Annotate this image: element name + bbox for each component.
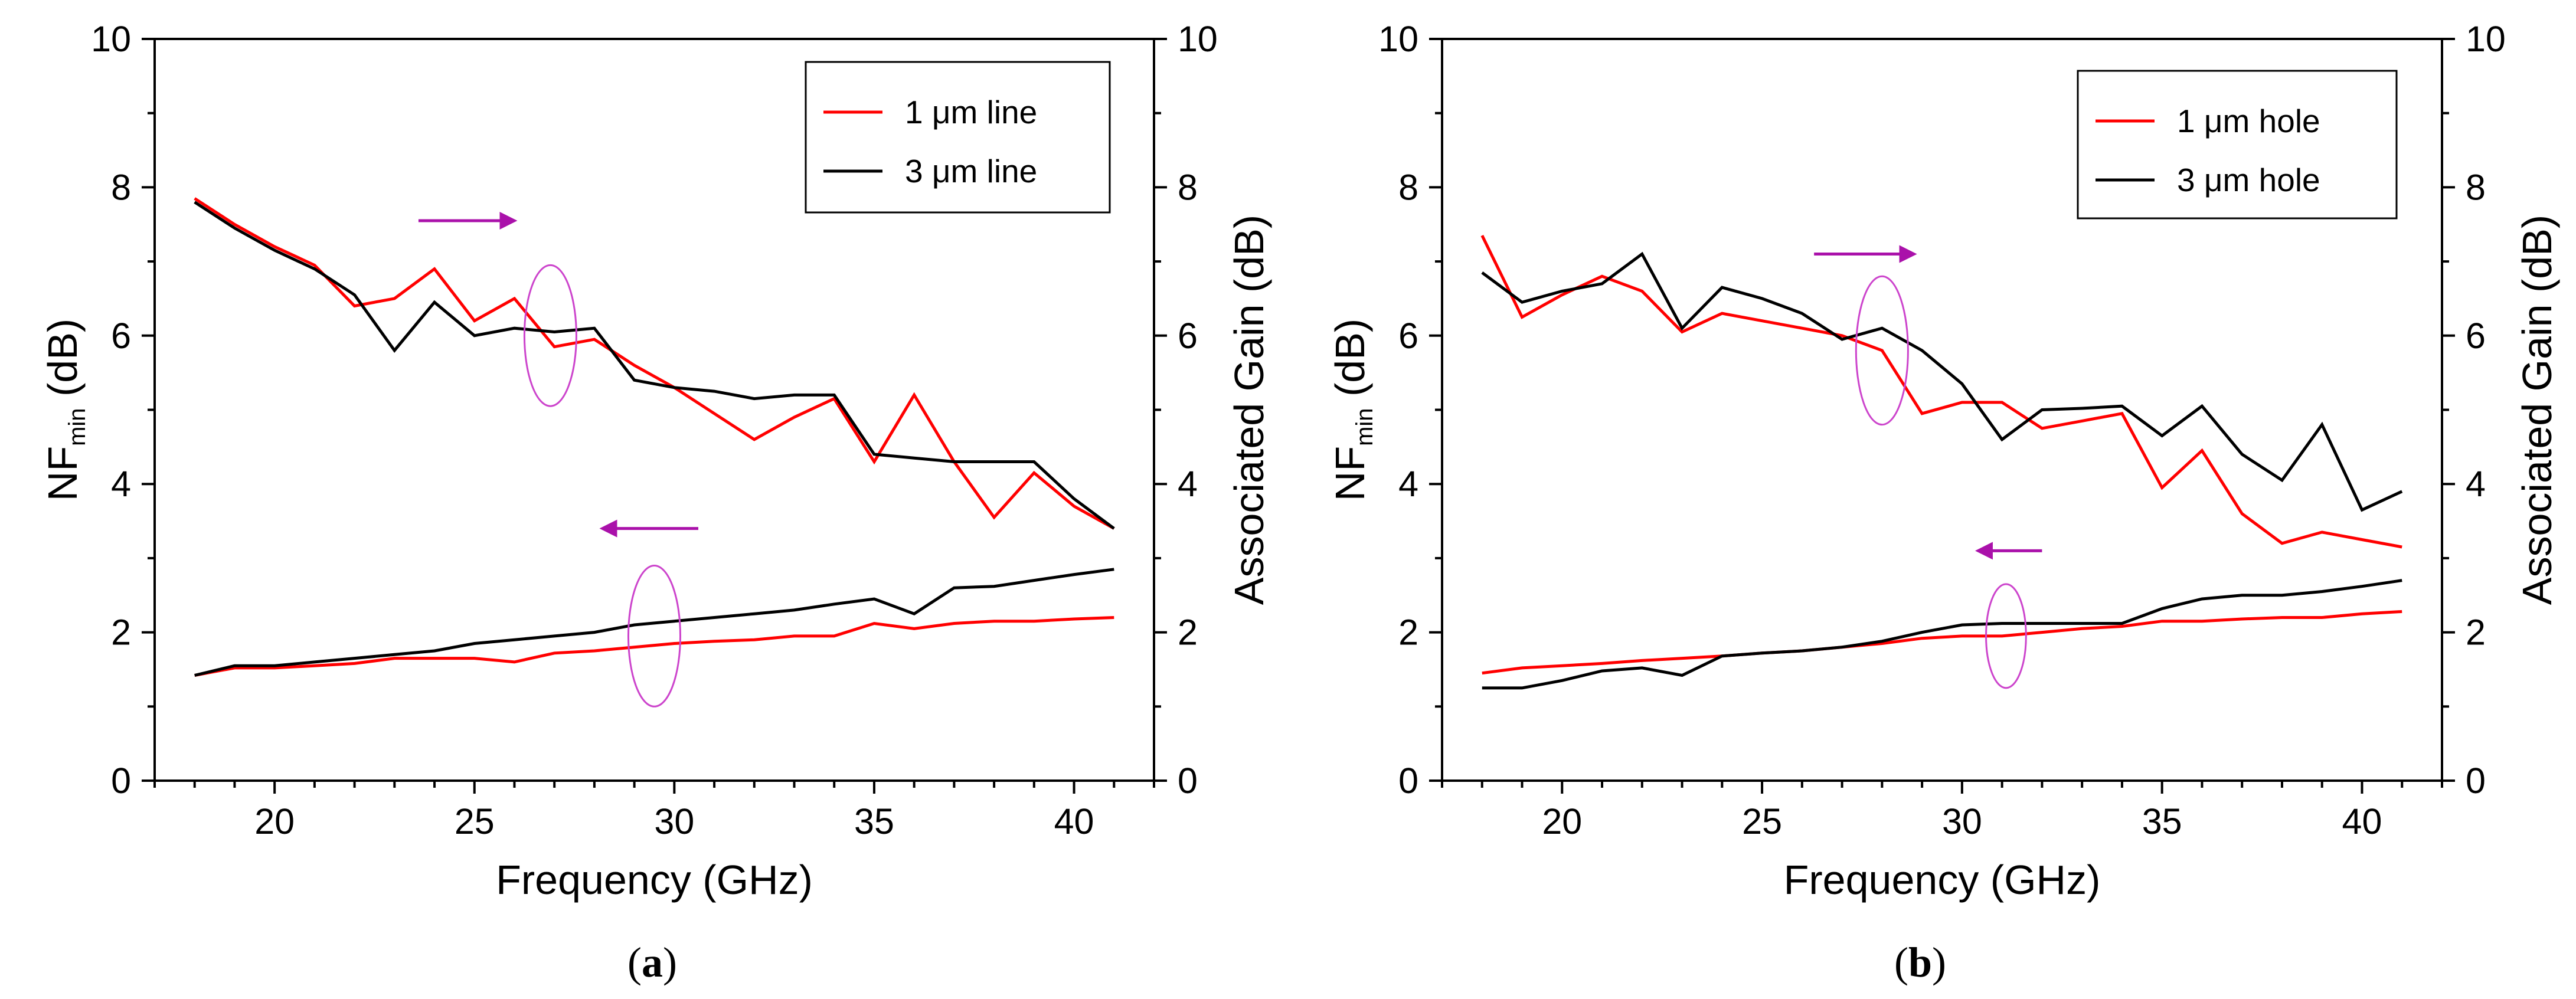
x-tick-label: 20 [1542,801,1582,841]
x-tick-label: 40 [2342,801,2382,841]
y-right-tick-label: 10 [2466,19,2506,59]
y-right-tick-label: 2 [1178,612,1198,653]
x-tick-label: 35 [2142,801,2182,841]
y-right-axis-title: Associated Gain (dB) [1226,215,1272,605]
x-tick-label: 40 [1054,801,1094,841]
y-right-tick-label: 8 [1178,167,1198,207]
x-tick-label: 20 [254,801,295,841]
caption-letter: b [1908,939,1932,986]
y-left-tick-label: 2 [111,612,131,653]
y-left-tick-label: 6 [1398,316,1418,356]
x-tick-label: 30 [654,801,694,841]
y-left-tick-label: 8 [1398,167,1418,207]
x-axis-title: Frequency (GHz) [496,857,813,903]
legend-box [2077,70,2398,220]
caption-letter: a [642,939,663,986]
legend-label: 3 μm hole [2177,162,2320,198]
caption-close-paren: ) [663,939,677,986]
series-line-nf-black [194,568,1114,677]
series-line-nf-red [1482,610,2402,675]
panel-caption: (a) [627,939,677,986]
panel-b: 20 25 30 35 40 0 0 2 2 4 4 6 6 8 8 10 10 Frequency (GHz) N… [1327,19,2560,986]
y-left-tick-label: 10 [1378,19,1418,59]
y-left-title-subscript: min [1352,408,1378,446]
legend-box [805,61,1111,214]
y-left-title-subscript: min [64,408,90,446]
x-tick-label: 35 [854,801,894,841]
x-tick-label: 25 [455,801,495,841]
legend-label: 1 μm hole [2177,103,2320,139]
y-right-tick-label: 4 [2466,464,2486,504]
y-left-title-base: NF [40,446,86,501]
legend-label: 3 μm line [905,153,1037,189]
y-left-tick-label: 4 [111,464,131,504]
series-line-nf-red [194,616,1114,677]
x-tick-label: 25 [1742,801,1782,841]
series-line-gain-red [1480,235,2402,549]
y-right-tick-label: 8 [2466,167,2486,207]
y-left-tick-label: 6 [111,316,131,356]
series-line-nf-black [1482,579,2402,690]
y-right-axis-title: Associated Gain (dB) [2514,215,2560,605]
x-tick-label: 30 [1942,801,1982,841]
y-left-title-base: NF [1327,446,1373,501]
y-right-tick-label: 2 [2466,612,2486,653]
x-axis-title: Frequency (GHz) [1784,857,2101,903]
y-left-axis-title: NFmin (dB) [40,319,90,501]
y-left-tick-label: 4 [1398,464,1418,504]
y-right-tick-label: 0 [1178,761,1198,801]
annotation-ellipse [523,264,577,407]
y-left-title-unit: (dB) [1327,319,1373,408]
caption-close-paren: ) [1932,939,1946,986]
y-left-tick-label: 0 [1398,761,1418,801]
y-right-tick-label: 4 [1178,464,1198,504]
series-line-gain-red [194,197,1115,530]
y-right-tick-label: 6 [2466,316,2486,356]
y-left-tick-label: 8 [111,167,131,207]
y-right-tick-label: 6 [1178,316,1198,356]
y-right-tick-label: 0 [2466,761,2486,801]
legend-label: 1 μm line [905,94,1037,130]
y-right-tick-label: 10 [1178,19,1218,59]
y-left-tick-label: 10 [91,19,131,59]
panel-caption: (b) [1894,939,1946,986]
y-left-tick-label: 0 [111,761,131,801]
series-line-gain-black [1481,251,2403,512]
series-line-gain-black [194,201,1115,530]
caption-open-paren: ( [1894,939,1908,986]
y-left-axis-title: NFmin (dB) [1327,319,1378,501]
y-left-title-unit: (dB) [40,319,86,408]
annotation-ellipse [1985,583,2027,689]
panel-a: 20 25 30 35 40 0 0 2 2 4 4 6 6 8 8 10 10 Frequency (GHz) N… [40,19,1272,986]
annotation-ellipse [1855,275,1909,426]
y-left-tick-label: 2 [1398,612,1418,653]
annotation-ellipse [627,564,682,708]
caption-open-paren: ( [627,939,642,986]
